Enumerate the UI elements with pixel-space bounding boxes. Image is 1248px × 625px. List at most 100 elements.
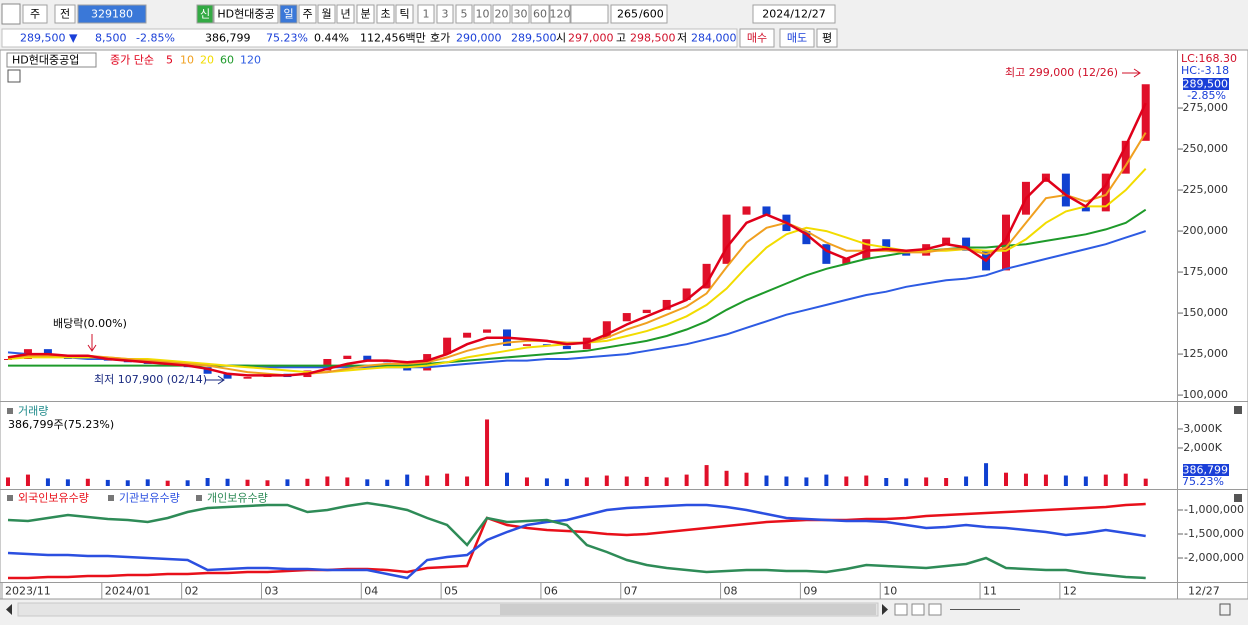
toolbar-button[interactable] (436, 4, 454, 24)
toolbar-button[interactable] (492, 4, 511, 24)
volume-bar (165, 480, 170, 486)
toolbar-button[interactable] (752, 4, 836, 24)
toolbar-text: 60 (533, 8, 547, 21)
quote-field: 289,500 ▼ (20, 32, 78, 45)
quote-field: -2.85% (136, 32, 175, 45)
quote-field: 시 (556, 32, 566, 45)
toolbar-text: 329180 (91, 8, 133, 21)
candle (882, 239, 891, 251)
dropdown[interactable] (570, 4, 609, 24)
quote-field: 290,000 (456, 32, 502, 45)
toolbar-text: 3 (442, 8, 449, 21)
candle (343, 355, 352, 359)
last-volume-box (1183, 464, 1229, 476)
nav-button[interactable] (894, 603, 908, 616)
toolbar-button[interactable] (213, 4, 279, 24)
y-tick-label: -1,500,000 (1184, 527, 1244, 540)
candle (702, 263, 711, 289)
candle (4, 358, 12, 360)
toolbar-button[interactable] (395, 4, 414, 24)
zoom-button[interactable] (1219, 603, 1231, 616)
volume-bar (964, 476, 969, 486)
legend-marker (7, 408, 13, 414)
volume-bar (724, 470, 729, 486)
volume-bar (485, 419, 490, 486)
scroll-right[interactable] (882, 604, 888, 615)
scroll-left[interactable] (6, 604, 12, 615)
volume-bar (1004, 472, 1008, 486)
volume-bar (684, 474, 689, 486)
candle (662, 299, 671, 310)
candle (1101, 173, 1110, 212)
toolbar-button[interactable] (549, 4, 571, 24)
toolbar-button[interactable] (473, 4, 492, 24)
quote-field: 고 (616, 32, 626, 45)
candle (602, 321, 611, 338)
quote-button[interactable] (816, 28, 838, 48)
candle (522, 344, 531, 346)
x-tick-label: 10 (883, 585, 897, 598)
volume-bar (185, 480, 190, 486)
x-tick-label: 09 (803, 585, 817, 598)
count-input[interactable] (610, 4, 668, 24)
toolbar-button[interactable] (530, 4, 550, 24)
last-price-box (1183, 78, 1229, 90)
toolbar-button[interactable] (77, 4, 147, 24)
toolbar-button[interactable] (279, 4, 298, 24)
quote-button[interactable] (739, 28, 775, 48)
toolbar-text: 주 (30, 8, 40, 21)
quote-field: 저 (677, 32, 687, 45)
toolbar-button[interactable] (376, 4, 395, 24)
table-icon[interactable] (7, 69, 21, 83)
scrollbar-thumb[interactable] (500, 604, 876, 615)
chart-title: 거래량 (18, 405, 48, 418)
volume-bar (1083, 476, 1088, 486)
toolbar-text: 년 (340, 8, 350, 21)
volume-bar (325, 476, 330, 486)
legend-marker (108, 495, 114, 501)
volume-bar (445, 473, 450, 486)
quote-button[interactable] (779, 28, 815, 48)
volume-bar (205, 478, 210, 486)
volume-bar (105, 479, 110, 486)
toolbar-button[interactable] (356, 4, 375, 24)
volume-bar (1063, 475, 1068, 486)
x-tick-label: 2024/01 (105, 585, 151, 598)
x-tick-label: 04 (364, 585, 378, 598)
volume-bar (864, 475, 869, 486)
toolbar-text: 20 (495, 8, 509, 21)
legend-marker (196, 495, 202, 501)
toolbar-button[interactable] (336, 4, 355, 24)
candle (962, 237, 971, 251)
candle (1061, 173, 1070, 207)
toolbar-button[interactable] (455, 4, 473, 24)
toolbar-text: 월 (321, 8, 331, 21)
toolbar-text: 분 (360, 8, 370, 21)
x-tick-label: 05 (444, 585, 458, 598)
volume-bar (524, 477, 529, 486)
pane-close[interactable] (1234, 494, 1242, 502)
toolbar-button[interactable] (196, 4, 214, 24)
toolbar-button[interactable] (511, 4, 530, 24)
toolbar-text: 120 (550, 8, 571, 21)
toolbar-button[interactable] (417, 4, 435, 24)
toolbar-button[interactable] (22, 4, 48, 24)
legend-entry: 기관보유수량 (119, 492, 180, 505)
y-tick-label: -2,000,000 (1184, 551, 1244, 564)
legend-entry: 10 (180, 54, 194, 67)
toolbar-button[interactable] (54, 4, 76, 24)
legend-box (6, 52, 97, 68)
nav-button[interactable] (911, 603, 925, 616)
volume-bar (25, 474, 30, 486)
menu-icon[interactable] (1, 3, 21, 25)
candle (43, 349, 52, 356)
toolbar-button[interactable] (317, 4, 336, 24)
pane-close[interactable] (1234, 406, 1242, 414)
toolbar-button[interactable] (298, 4, 317, 24)
quote-field: 호가 (430, 32, 450, 45)
nav-button[interactable] (928, 603, 942, 616)
toolbar-text: 주 (302, 8, 312, 21)
volume-bar (285, 479, 290, 486)
volume-bar (365, 479, 370, 486)
candle (842, 258, 851, 264)
